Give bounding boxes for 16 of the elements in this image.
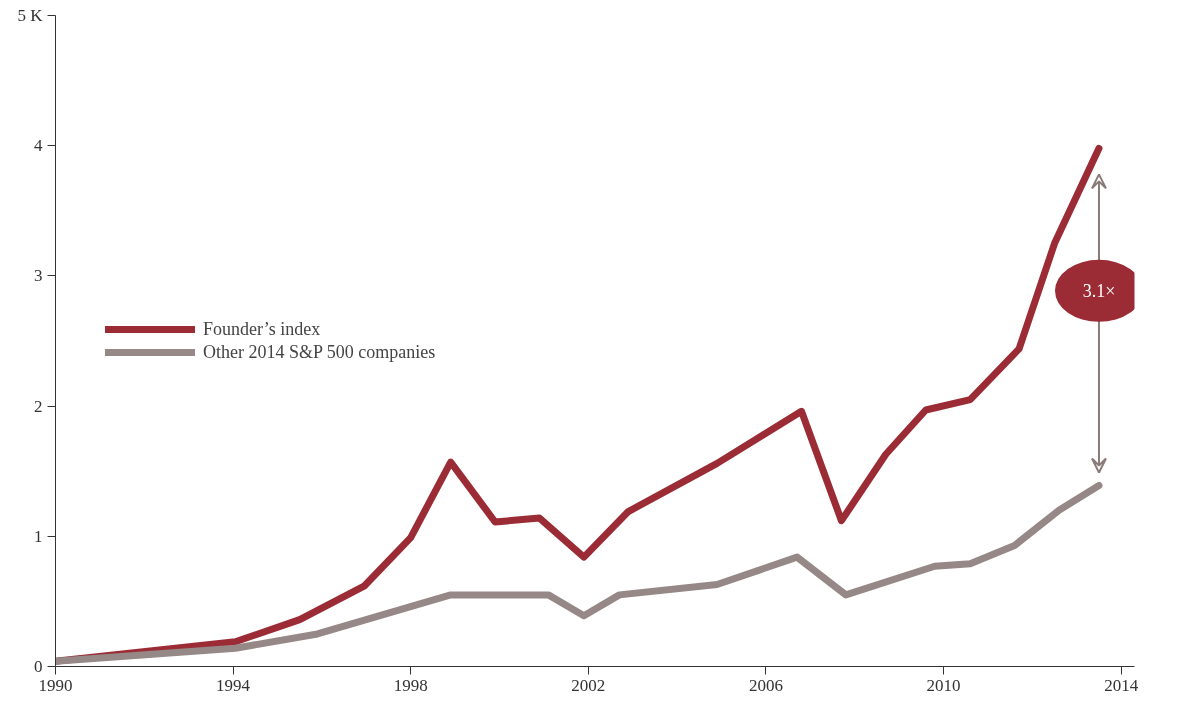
x-tick-label: 2010 bbox=[926, 675, 961, 695]
x-tick-label: 2014 bbox=[1104, 675, 1139, 695]
y-tick-label: 2 bbox=[34, 396, 43, 416]
y-tick-label: 0 bbox=[34, 657, 43, 676]
x-tick-label: 1990 bbox=[38, 675, 73, 695]
y-tick-label: 3 bbox=[34, 266, 43, 286]
annotation: 3.1× bbox=[1082, 280, 1116, 301]
y-tick-label: 4 bbox=[34, 136, 43, 156]
y-tick-label: 1 bbox=[34, 526, 43, 546]
x-tick-label: 2002 bbox=[571, 675, 606, 695]
y-tick-label: 5 K bbox=[17, 6, 44, 25]
x-tick-label: 1994 bbox=[216, 675, 251, 695]
legend-label: Other 2014 S&P 500 companies bbox=[203, 341, 436, 363]
x-tick-label: 2006 bbox=[748, 675, 783, 695]
x-tick-label: 1998 bbox=[393, 675, 428, 695]
legend-label: Founder’s index bbox=[203, 318, 321, 340]
